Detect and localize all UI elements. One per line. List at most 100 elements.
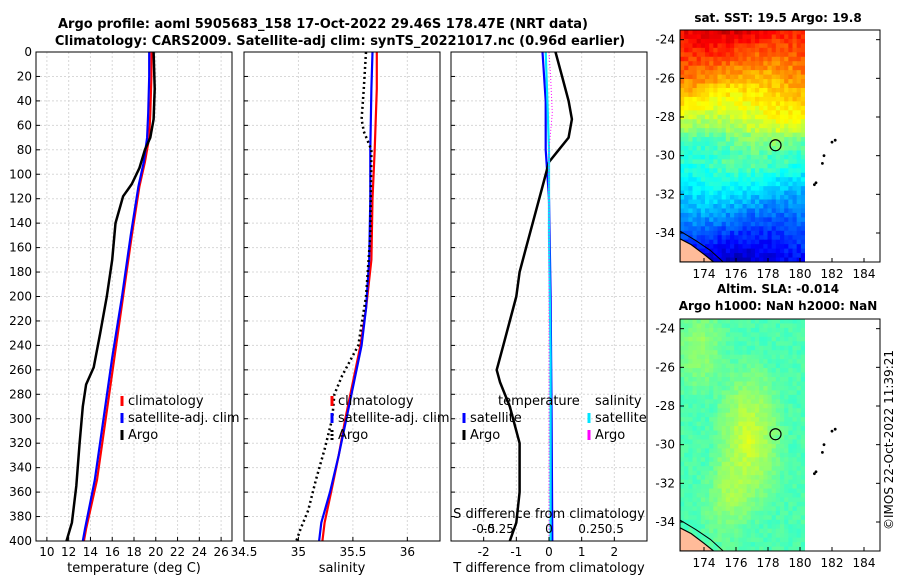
heatmap-cell <box>792 257 798 262</box>
heatmap-cell <box>750 417 756 423</box>
heatmap-cell <box>746 212 752 218</box>
heatmap-cell <box>746 359 752 365</box>
heatmap-cell <box>800 168 805 174</box>
heatmap-cell <box>784 484 789 490</box>
heatmap-cell <box>742 110 748 116</box>
heatmap-cell <box>780 146 785 152</box>
heatmap-cell <box>692 363 698 369</box>
profile-location-marker <box>769 428 782 441</box>
heatmap-cell <box>792 154 798 160</box>
heatmap-cell <box>734 493 739 499</box>
heatmap-cell <box>755 412 760 418</box>
heatmap-cell <box>775 235 781 241</box>
heatmap-cell <box>700 501 706 507</box>
heatmap-cell <box>784 186 789 192</box>
heatmap-cell <box>780 119 785 125</box>
island-marker <box>813 183 816 187</box>
heatmap-cell <box>738 479 744 485</box>
heatmap-cell <box>721 506 727 512</box>
heatmap-cell <box>800 377 805 383</box>
heatmap-cell <box>696 96 702 102</box>
heatmap-cell <box>800 38 805 44</box>
heatmap-cell <box>780 332 785 338</box>
heatmap-cell <box>734 390 739 396</box>
heatmap-cell <box>780 123 785 129</box>
heatmap-cell <box>763 457 769 463</box>
heatmap-cell <box>767 195 773 201</box>
heatmap-cell <box>755 497 760 503</box>
heatmap-cell <box>721 204 727 210</box>
heatmap-cell <box>680 56 685 62</box>
heatmap-cell <box>796 381 802 387</box>
heatmap-cell <box>784 105 789 111</box>
x-axis-label: T difference from climatology <box>452 561 645 576</box>
heatmap-cell <box>771 253 777 259</box>
heatmap-cell <box>738 368 744 374</box>
heatmap-cell <box>780 244 785 250</box>
heatmap-cell <box>742 226 748 232</box>
heatmap-cell <box>746 199 752 205</box>
heatmap-cell <box>684 363 689 369</box>
heatmap-cell <box>759 394 764 400</box>
heatmap-cell <box>792 332 798 338</box>
heatmap-cell <box>746 226 752 232</box>
heatmap-cell <box>763 204 769 210</box>
heatmap-cell <box>775 319 781 325</box>
heatmap-cell <box>680 345 685 351</box>
heatmap-cell <box>755 61 760 67</box>
heatmap-cell <box>705 195 710 201</box>
heatmap-cell <box>705 377 710 383</box>
heatmap-cell <box>734 363 739 369</box>
heatmap-cell <box>692 154 698 160</box>
heatmap-cell <box>738 248 744 254</box>
heatmap-cell <box>717 34 723 40</box>
heatmap-cell <box>692 377 698 383</box>
heatmap-cell <box>734 399 739 405</box>
heatmap-cell <box>750 470 756 476</box>
heatmap-cell <box>800 484 805 490</box>
heatmap-cell <box>742 399 748 405</box>
heatmap-cell <box>792 394 798 400</box>
heatmap-cell <box>771 533 777 539</box>
heatmap-cell <box>750 497 756 503</box>
heatmap-cell <box>688 230 694 236</box>
heatmap-cell <box>759 96 764 102</box>
heatmap-cell <box>796 363 802 369</box>
heatmap-cell <box>713 230 719 236</box>
heatmap-cell <box>784 190 789 196</box>
heatmap-cell <box>721 412 727 418</box>
heatmap-cell <box>771 417 777 423</box>
heatmap-cell <box>705 190 710 196</box>
heatmap-cell <box>696 394 702 400</box>
island-marker <box>821 451 824 454</box>
heatmap-cell <box>692 399 698 405</box>
heatmap-cell <box>721 190 727 196</box>
heatmap-cell <box>800 96 805 102</box>
heatmap-cell <box>692 239 698 245</box>
heatmap-cell <box>796 83 802 89</box>
heatmap-cell <box>767 217 773 223</box>
heatmap-cell <box>730 359 735 365</box>
heatmap-cell <box>800 533 805 539</box>
heatmap-cell <box>709 65 714 71</box>
heatmap-cell <box>742 493 748 499</box>
heatmap-cell <box>771 510 777 516</box>
legend-label: climatology <box>128 394 204 409</box>
heatmap-cell <box>746 141 752 147</box>
heatmap-cell <box>746 123 752 129</box>
heatmap-cell <box>742 74 748 80</box>
heatmap-cell <box>717 208 723 214</box>
heatmap-cell <box>750 221 756 227</box>
heatmap-cell <box>734 457 739 463</box>
heatmap-cell <box>755 390 760 396</box>
heatmap-cell <box>767 368 773 374</box>
heatmap-cell <box>796 359 802 365</box>
heatmap-cell <box>775 510 781 516</box>
heatmap-cell <box>717 533 723 539</box>
heatmap-cell <box>742 506 748 512</box>
heatmap-cell <box>684 506 689 512</box>
heatmap-cell <box>755 363 760 369</box>
heatmap-cell <box>759 88 764 94</box>
heatmap-cell <box>713 105 719 111</box>
heatmap-cell <box>763 110 769 116</box>
